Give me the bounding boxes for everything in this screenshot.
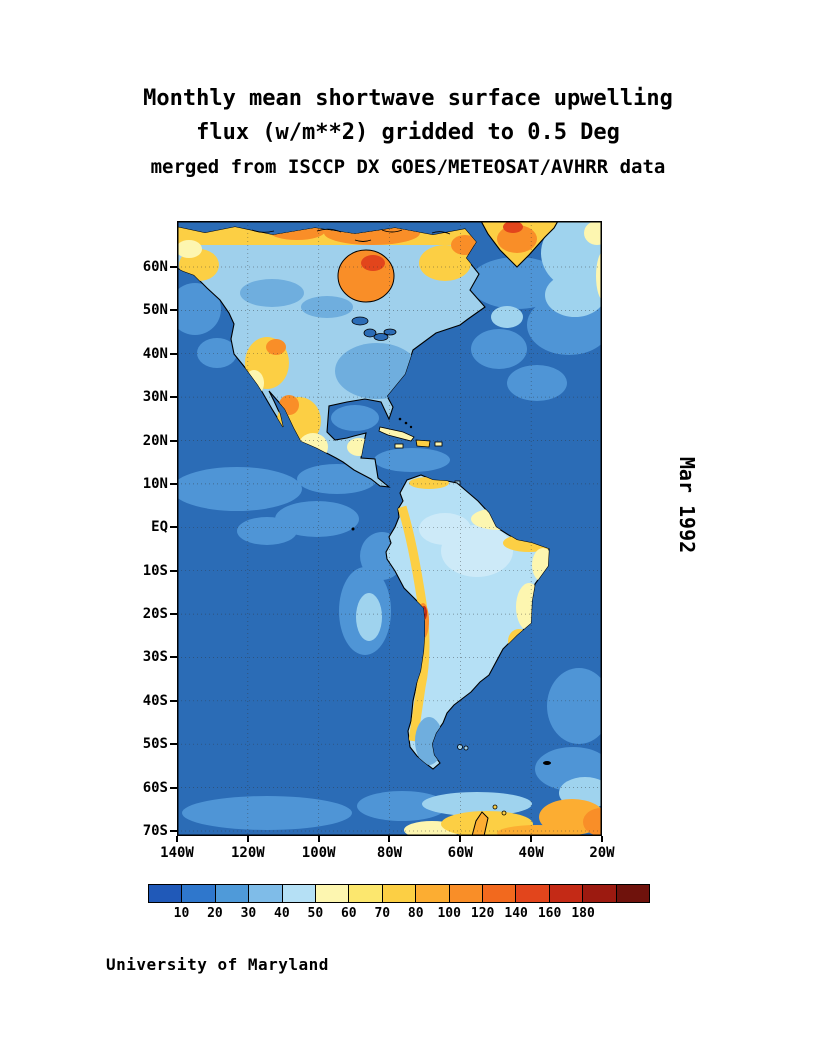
chart-title-line-1: Monthly mean shortwave surface upwelling: [143, 86, 673, 111]
lon-tick-mark: [317, 836, 320, 842]
colorbar-tick-label: 140: [504, 906, 528, 921]
lon-tick-mark: [388, 836, 391, 842]
colorbar-segment: [449, 885, 484, 902]
colorbar-tick-label: 60: [340, 906, 357, 921]
lat-tick-mark: [170, 482, 177, 485]
lon-tick-mark: [459, 836, 462, 842]
colorbar-segment: [583, 885, 617, 902]
lon-tick-mark: [176, 836, 178, 842]
lat-tick-label: 40N: [142, 345, 168, 362]
lat-tick-mark: [170, 786, 177, 789]
antarctic-peninsula: [471, 811, 489, 836]
lat-tick-label: 10N: [142, 475, 168, 492]
lat-tick-mark: [170, 699, 177, 702]
colorbar-segment: [516, 885, 550, 902]
lon-tick-label: 20W: [589, 845, 615, 861]
colorbar-tick-label: 70: [374, 906, 391, 921]
lat-tick-label: EQ: [151, 519, 168, 536]
lat-tick-mark: [170, 743, 177, 746]
graticule: [177, 221, 602, 836]
lat-tick-mark: [170, 569, 177, 572]
lon-tick-label: 80W: [376, 845, 403, 861]
colorbar-tick-label: 30: [240, 906, 257, 921]
colorbar-segment: [215, 885, 250, 902]
lon-tick-label: 120W: [230, 845, 265, 861]
lat-tick-label: 20N: [142, 432, 168, 449]
arctic-island-channels: [251, 228, 451, 242]
lon-tick-label: 140W: [160, 845, 194, 861]
lon-tick-label: 100W: [301, 845, 336, 861]
colorbar-tick-label: 180: [571, 906, 595, 921]
colorbar-segment: [616, 885, 650, 902]
colorbar-segment: [149, 885, 183, 902]
lat-tick-mark: [170, 309, 177, 312]
lat-tick-label: 70S: [142, 822, 168, 839]
colorbar-tick-label: 10: [173, 906, 190, 921]
lat-tick-label: 60S: [142, 779, 168, 796]
lon-tick-mark: [246, 836, 249, 842]
lat-tick-mark: [170, 352, 177, 355]
flux-map: [177, 221, 602, 836]
lat-tick-mark: [170, 829, 177, 832]
lat-tick-mark: [170, 526, 177, 529]
colorbar-tick-label: 160: [537, 906, 562, 921]
lon-tick-label: 40W: [518, 845, 544, 861]
lat-tick-label: 50S: [142, 736, 168, 753]
date-label: Mar 1992: [675, 456, 699, 554]
colorbar-segment: [249, 885, 283, 902]
lon-tick-mark: [600, 836, 603, 842]
colorbar-segment: [549, 885, 584, 902]
colorbar-segment: [416, 885, 450, 902]
lat-tick-label: 60N: [142, 259, 168, 275]
colorbar-tick-label: 20: [207, 906, 223, 921]
lat-tick-mark: [170, 439, 177, 442]
colorbar-segment: [282, 885, 317, 902]
lat-tick-label: 40S: [142, 692, 168, 709]
colorbar-segment: [483, 885, 517, 902]
lon-tick-label: 60W: [447, 845, 473, 861]
lat-tick-mark: [170, 266, 177, 268]
attribution: University of Maryland: [106, 955, 329, 974]
colorbar-tick-label: 100: [437, 906, 461, 921]
chart-title-line-2: flux (w/m**2) gridded to 0.5 Deg: [196, 120, 620, 145]
chart-subtitle: merged from ISCCP DX GOES/METEOSAT/AVHRR…: [150, 156, 666, 178]
greenland-landmass: [480, 221, 559, 268]
lat-tick-label: 50N: [142, 302, 168, 319]
colorbar-tick-label: 40: [274, 906, 290, 921]
colorbar-tick-label: 120: [470, 906, 495, 921]
southern-ocean-islands: [351, 527, 551, 836]
lat-tick-mark: [170, 656, 177, 659]
great-lakes: [351, 316, 397, 341]
colorbar: [148, 884, 650, 903]
colorbar-segment: [182, 885, 216, 902]
colorbar-tick-label: 50: [307, 906, 324, 921]
colorbar-segment: [382, 885, 417, 902]
lon-tick-mark: [530, 836, 533, 842]
colorbar-tick-label: 80: [407, 906, 424, 921]
lat-tick-label: 30N: [142, 389, 168, 406]
lat-tick-mark: [170, 396, 177, 399]
lat-tick-label: 30S: [142, 649, 168, 666]
plot-frame: [177, 221, 602, 836]
colorbar-segment: [349, 885, 383, 902]
lat-tick-mark: [170, 613, 177, 616]
lat-tick-label: 10S: [142, 562, 168, 579]
lat-tick-label: 20S: [142, 606, 168, 623]
colorbar-segment: [316, 885, 350, 902]
